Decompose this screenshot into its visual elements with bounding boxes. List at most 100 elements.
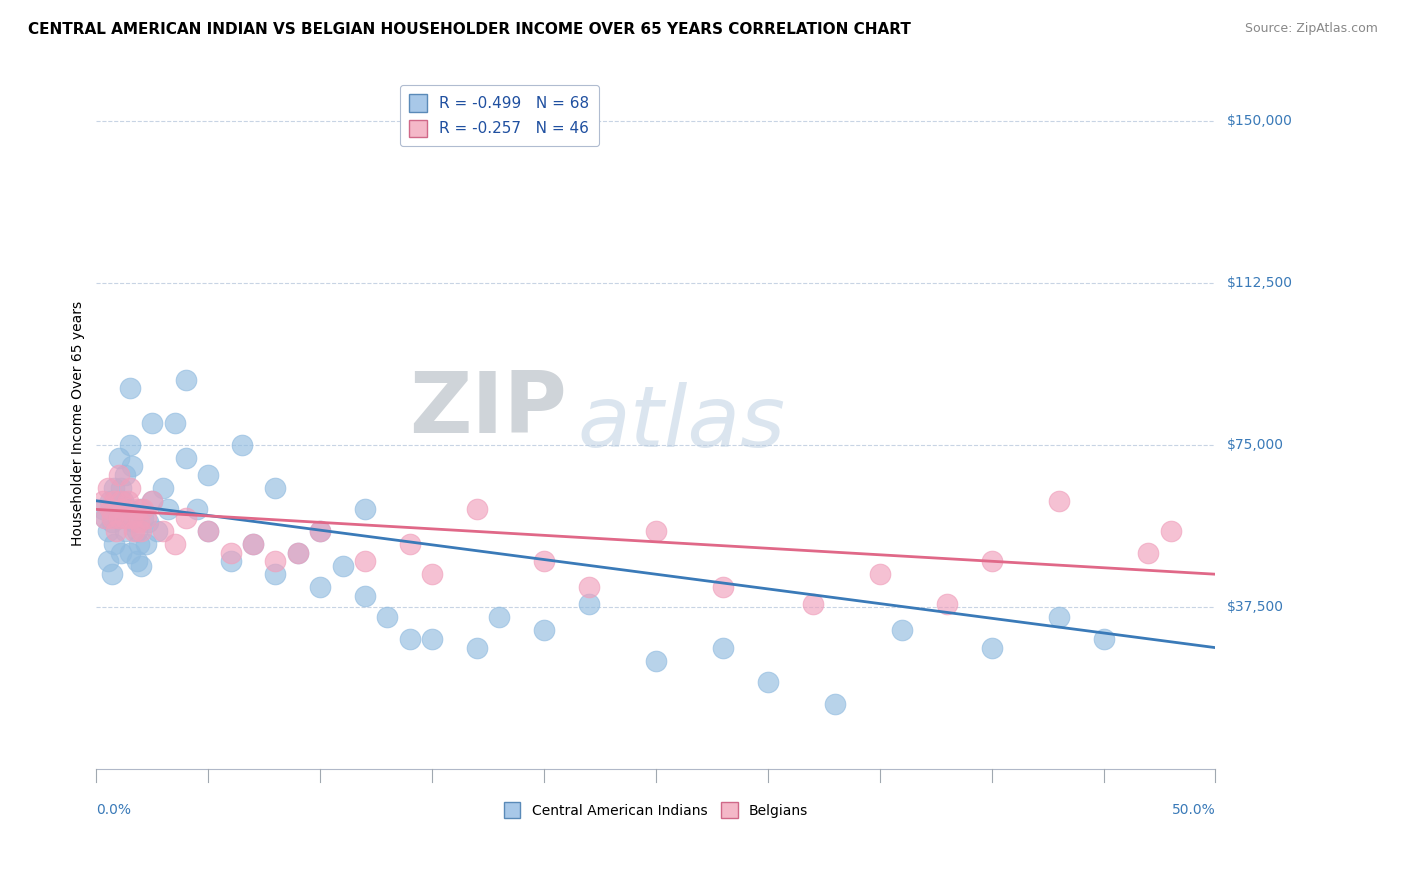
- Point: [101, 516, 124, 530]
- Point: [98, 493, 121, 508]
- Point: [197, 524, 219, 538]
- Point: [578, 598, 600, 612]
- Point: [118, 481, 141, 495]
- Text: $150,000: $150,000: [1226, 113, 1292, 128]
- Point: [264, 481, 287, 495]
- Point: [1137, 546, 1160, 560]
- Text: 0.0%: 0.0%: [97, 803, 131, 817]
- Point: [398, 632, 420, 646]
- Text: $37,500: $37,500: [1226, 599, 1284, 614]
- Point: [141, 493, 163, 508]
- Point: [112, 493, 135, 508]
- Point: [287, 546, 309, 560]
- Point: [107, 467, 129, 482]
- Point: [121, 511, 143, 525]
- Point: [91, 502, 114, 516]
- Point: [105, 524, 128, 538]
- Point: [645, 654, 668, 668]
- Point: [112, 502, 135, 516]
- Point: [398, 537, 420, 551]
- Point: [156, 502, 179, 516]
- Point: [118, 381, 141, 395]
- Point: [132, 502, 155, 516]
- Point: [174, 450, 197, 465]
- Point: [891, 624, 914, 638]
- Point: [980, 554, 1002, 568]
- Legend: Central American Indians, Belgians: Central American Indians, Belgians: [498, 797, 814, 824]
- Point: [354, 589, 377, 603]
- Point: [110, 546, 132, 560]
- Point: [264, 554, 287, 568]
- Point: [711, 580, 734, 594]
- Point: [114, 511, 136, 525]
- Point: [287, 546, 309, 560]
- Point: [128, 516, 150, 530]
- Point: [1047, 493, 1070, 508]
- Point: [96, 554, 118, 568]
- Point: [110, 493, 132, 508]
- Point: [801, 598, 824, 612]
- Point: [420, 632, 443, 646]
- Point: [219, 546, 242, 560]
- Point: [118, 546, 141, 560]
- Point: [465, 502, 488, 516]
- Point: [110, 481, 132, 495]
- Text: ZIP: ZIP: [409, 368, 567, 450]
- Point: [101, 511, 124, 525]
- Point: [125, 524, 148, 538]
- Point: [128, 537, 150, 551]
- Point: [533, 554, 555, 568]
- Point: [309, 524, 332, 538]
- Point: [98, 502, 121, 516]
- Point: [869, 567, 891, 582]
- Point: [174, 511, 197, 525]
- Point: [645, 524, 668, 538]
- Text: $75,000: $75,000: [1226, 438, 1284, 451]
- Point: [533, 624, 555, 638]
- Point: [103, 481, 125, 495]
- Point: [146, 524, 169, 538]
- Point: [578, 580, 600, 594]
- Point: [1160, 524, 1182, 538]
- Point: [107, 450, 129, 465]
- Point: [242, 537, 264, 551]
- Point: [94, 511, 117, 525]
- Point: [309, 524, 332, 538]
- Point: [186, 502, 208, 516]
- Point: [980, 640, 1002, 655]
- Point: [94, 511, 117, 525]
- Point: [96, 481, 118, 495]
- Point: [101, 567, 124, 582]
- Point: [1092, 632, 1115, 646]
- Point: [152, 524, 174, 538]
- Point: [117, 502, 139, 516]
- Point: [129, 502, 152, 516]
- Point: [1047, 610, 1070, 624]
- Point: [219, 554, 242, 568]
- Text: Source: ZipAtlas.com: Source: ZipAtlas.com: [1244, 22, 1378, 36]
- Point: [91, 493, 114, 508]
- Point: [163, 537, 186, 551]
- Point: [125, 502, 148, 516]
- Text: CENTRAL AMERICAN INDIAN VS BELGIAN HOUSEHOLDER INCOME OVER 65 YEARS CORRELATION : CENTRAL AMERICAN INDIAN VS BELGIAN HOUSE…: [28, 22, 911, 37]
- Point: [354, 502, 377, 516]
- Point: [756, 675, 779, 690]
- Text: 50.0%: 50.0%: [1171, 803, 1215, 817]
- Point: [96, 524, 118, 538]
- Point: [264, 567, 287, 582]
- Point: [197, 467, 219, 482]
- Point: [375, 610, 398, 624]
- Text: $112,500: $112,500: [1226, 276, 1292, 290]
- Point: [105, 502, 128, 516]
- Point: [125, 554, 148, 568]
- Point: [465, 640, 488, 655]
- Point: [124, 516, 146, 530]
- Point: [197, 524, 219, 538]
- Point: [309, 580, 332, 594]
- Point: [132, 511, 155, 525]
- Point: [163, 416, 186, 430]
- Point: [420, 567, 443, 582]
- Point: [711, 640, 734, 655]
- Point: [135, 537, 157, 551]
- Point: [107, 511, 129, 525]
